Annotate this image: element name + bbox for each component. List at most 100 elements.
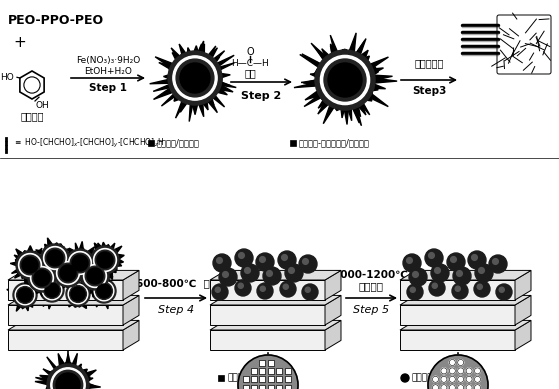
Polygon shape (10, 298, 14, 300)
Polygon shape (268, 376, 274, 382)
Polygon shape (93, 283, 95, 285)
Polygon shape (67, 278, 73, 286)
Circle shape (18, 254, 41, 277)
Polygon shape (300, 54, 320, 67)
Polygon shape (78, 263, 80, 266)
Polygon shape (30, 305, 32, 307)
Polygon shape (162, 94, 175, 106)
Polygon shape (217, 55, 234, 66)
Circle shape (472, 254, 477, 260)
Polygon shape (304, 80, 315, 84)
Polygon shape (78, 364, 82, 368)
Polygon shape (111, 243, 115, 249)
Polygon shape (210, 330, 325, 350)
Polygon shape (28, 276, 29, 281)
Polygon shape (74, 273, 81, 276)
Polygon shape (81, 279, 82, 282)
Polygon shape (55, 280, 60, 284)
Polygon shape (73, 282, 76, 284)
Polygon shape (36, 250, 42, 254)
Polygon shape (192, 104, 196, 105)
Circle shape (278, 251, 296, 269)
Polygon shape (344, 110, 348, 124)
Polygon shape (22, 283, 26, 284)
Circle shape (13, 283, 37, 307)
Polygon shape (8, 270, 139, 280)
Polygon shape (72, 353, 77, 365)
Circle shape (168, 51, 222, 105)
Polygon shape (222, 74, 230, 77)
Polygon shape (112, 297, 120, 303)
Polygon shape (316, 70, 317, 72)
Polygon shape (259, 376, 266, 382)
Polygon shape (251, 385, 257, 389)
Polygon shape (117, 263, 122, 266)
Polygon shape (56, 283, 62, 291)
Polygon shape (61, 268, 65, 272)
Circle shape (455, 286, 460, 291)
Polygon shape (87, 266, 93, 270)
Text: 甲醉: 甲醉 (244, 68, 256, 78)
Polygon shape (305, 91, 319, 100)
Polygon shape (55, 272, 58, 275)
Polygon shape (108, 301, 112, 305)
Polygon shape (88, 378, 93, 381)
Circle shape (212, 284, 228, 300)
Polygon shape (515, 321, 531, 350)
Circle shape (56, 373, 80, 389)
Polygon shape (83, 369, 87, 373)
Polygon shape (115, 246, 122, 252)
Circle shape (449, 359, 455, 366)
Polygon shape (49, 270, 54, 273)
Polygon shape (400, 295, 531, 305)
Polygon shape (85, 263, 89, 266)
Polygon shape (8, 330, 123, 350)
Polygon shape (66, 249, 70, 252)
Polygon shape (16, 249, 22, 256)
Circle shape (315, 50, 375, 110)
Polygon shape (103, 279, 108, 280)
Polygon shape (400, 330, 515, 350)
Circle shape (238, 355, 298, 389)
Circle shape (409, 268, 427, 286)
Polygon shape (116, 288, 117, 292)
Polygon shape (37, 294, 41, 298)
Circle shape (324, 59, 366, 101)
Polygon shape (79, 265, 84, 269)
Circle shape (496, 284, 512, 300)
Polygon shape (330, 44, 336, 53)
Polygon shape (115, 293, 116, 297)
Circle shape (47, 364, 89, 389)
Text: 间苯二酚-甲醇酥树脂/铁综合物: 间苯二酚-甲醇酥树脂/铁综合物 (299, 138, 370, 147)
Circle shape (16, 251, 44, 279)
Circle shape (34, 270, 50, 286)
Polygon shape (154, 88, 172, 100)
Polygon shape (16, 305, 21, 311)
Text: H—C—H: H—C—H (231, 58, 269, 68)
Polygon shape (8, 295, 139, 305)
Circle shape (431, 264, 449, 282)
Polygon shape (109, 275, 113, 278)
Polygon shape (218, 375, 224, 381)
Polygon shape (12, 270, 18, 273)
Polygon shape (43, 369, 51, 375)
Circle shape (238, 283, 243, 288)
Polygon shape (350, 51, 354, 54)
Polygon shape (32, 283, 37, 287)
Circle shape (259, 257, 266, 262)
Circle shape (87, 268, 103, 284)
Polygon shape (64, 258, 67, 261)
Polygon shape (50, 371, 52, 373)
Polygon shape (48, 270, 51, 275)
Polygon shape (302, 54, 320, 65)
Circle shape (235, 280, 251, 296)
Circle shape (457, 271, 462, 276)
Polygon shape (198, 44, 202, 52)
Text: $\equiv$ HO-[CHCHO]$_x$-[CHCHO]$_y$-[CHCHO]$_z$H: $\equiv$ HO-[CHCHO]$_x$-[CHCHO]$_y$-[CHC… (13, 137, 164, 149)
Polygon shape (35, 291, 40, 293)
Polygon shape (82, 270, 89, 274)
Polygon shape (38, 260, 42, 263)
Polygon shape (169, 67, 172, 70)
Polygon shape (335, 109, 339, 110)
Polygon shape (26, 307, 29, 311)
